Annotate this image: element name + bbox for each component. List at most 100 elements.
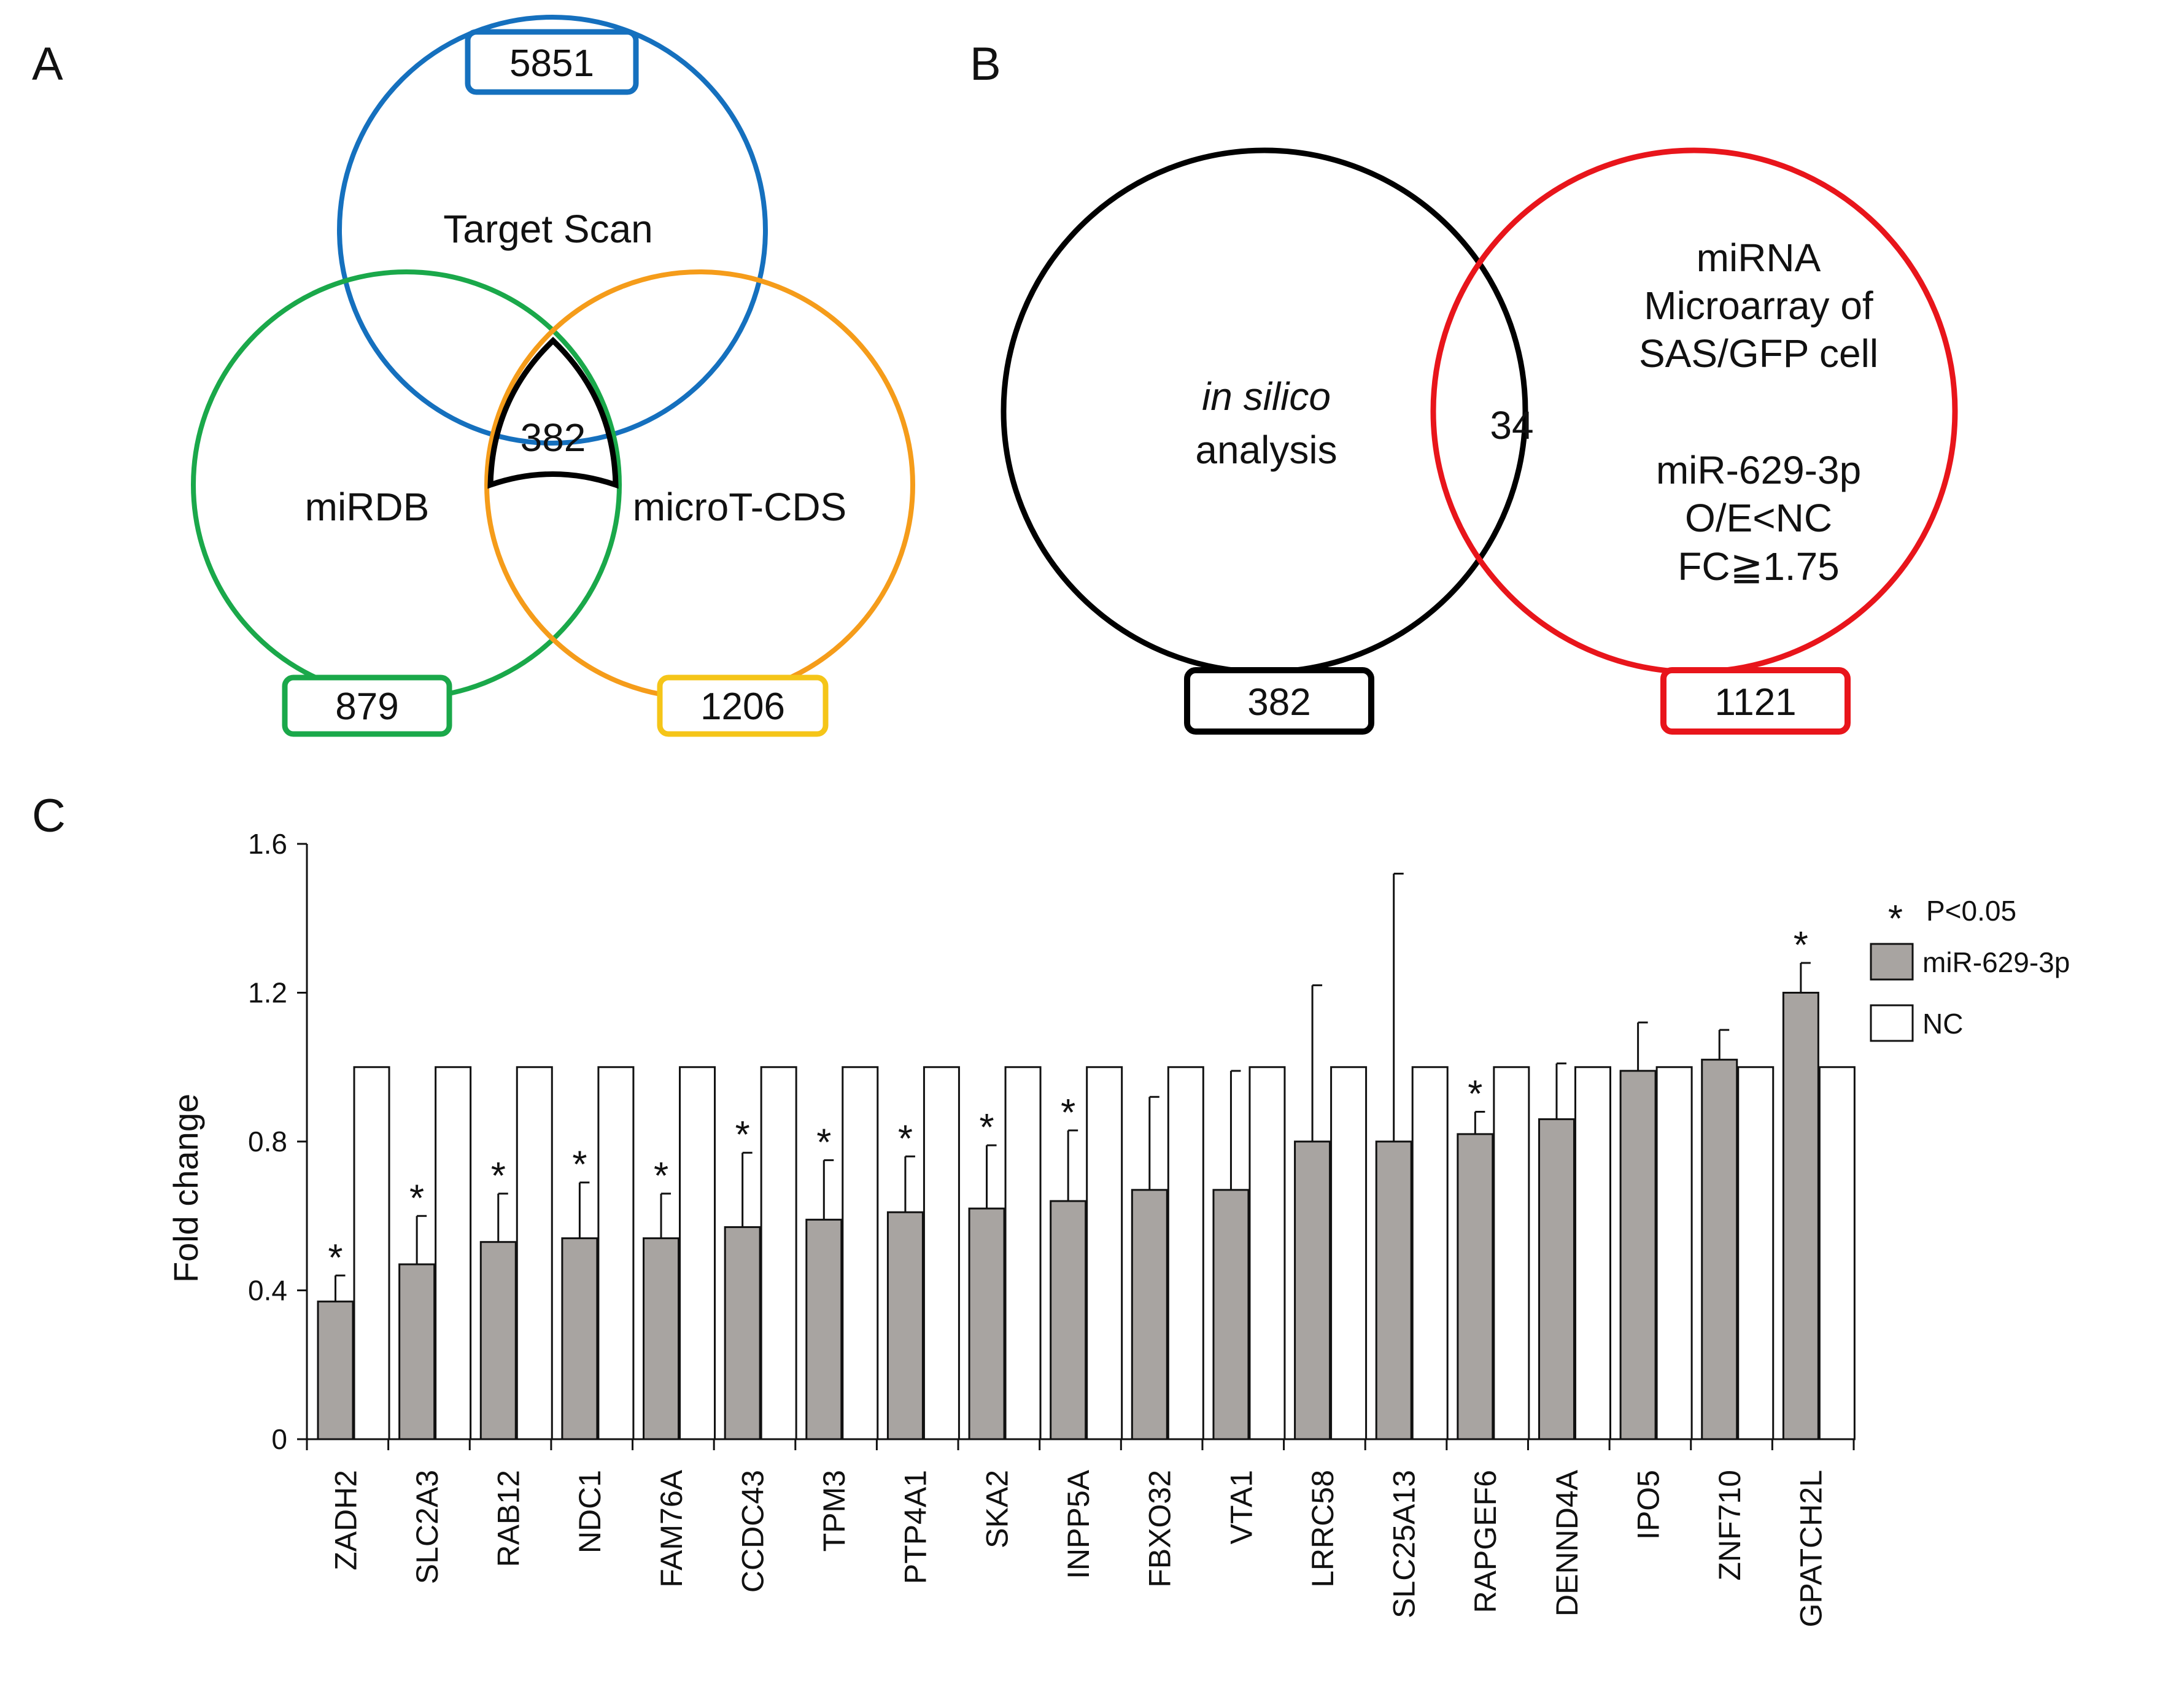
category-label-ZADH2: ZADH2 — [328, 1470, 363, 1571]
category-label-IPO5: IPO5 — [1631, 1470, 1665, 1540]
bar-nc-SLC2A3 — [435, 1066, 472, 1440]
targetscan-count-box — [465, 29, 639, 95]
bar-mir-NDC1 — [561, 1237, 598, 1440]
panel-a: A Target Scan miRDB microT-CDS 382 5851 … — [32, 15, 915, 737]
insilico-label-italic: in silico — [1202, 374, 1331, 419]
significance-star-SKA2: * — [979, 1107, 994, 1149]
legend-significance-label: P<0.05 — [1926, 895, 2016, 927]
category-label-TPM3: TPM3 — [817, 1470, 851, 1551]
bar-mir-ZNF710 — [1701, 1059, 1738, 1440]
bar-mir-FAM76A — [643, 1237, 680, 1440]
bar-mir-CCDC43 — [724, 1226, 761, 1440]
legend-swatch-mir — [1870, 943, 1914, 981]
legend-label-nc: NC — [1922, 1008, 1963, 1040]
microarray-line-1: miRNA — [1697, 236, 1821, 280]
bar-mir-INPP5A — [1050, 1200, 1087, 1440]
targetscan-count: 5851 — [509, 42, 594, 85]
bar-mir-LRRC58 — [1294, 1140, 1331, 1440]
significance-star-INPP5A: * — [1061, 1092, 1075, 1134]
bar-mir-VTA1 — [1212, 1189, 1250, 1440]
mirdb-label: miRDB — [305, 485, 430, 529]
significance-star-RAPGEF6: * — [1468, 1073, 1482, 1116]
targetscan-circle — [337, 15, 768, 446]
bar-mir-RAPGEF6 — [1457, 1133, 1494, 1440]
bar-nc-TPM3 — [842, 1066, 879, 1440]
significance-star-FAM76A: * — [654, 1155, 668, 1197]
bar-mir-SLC2A3 — [398, 1263, 436, 1440]
bar-nc-INPP5A — [1086, 1066, 1123, 1440]
category-label-GPATCH2L: GPATCH2L — [1794, 1470, 1829, 1628]
category-label-DENND4A: DENND4A — [1550, 1469, 1584, 1617]
category-label-ZNF710: ZNF710 — [1713, 1470, 1747, 1581]
category-label-INPP5A: INPP5A — [1061, 1469, 1096, 1579]
legend-star: * — [1888, 898, 1903, 940]
category-label-FBXO32: FBXO32 — [1143, 1470, 1177, 1588]
category-label-LRRC58: LRRC58 — [1306, 1470, 1340, 1588]
significance-star-CCDC43: * — [735, 1114, 750, 1156]
category-label-SKA2: SKA2 — [980, 1470, 1014, 1548]
microarray-line-5: miR-629-3p — [1656, 448, 1861, 492]
bar-nc-RAB12 — [516, 1066, 553, 1440]
category-label-CCDC43: CCDC43 — [735, 1470, 770, 1593]
panel-a-letter: A — [32, 38, 63, 90]
bar-nc-PTP4A1 — [923, 1066, 960, 1440]
bar-mir-IPO5 — [1619, 1070, 1657, 1440]
category-label-SLC2A3: SLC2A3 — [410, 1470, 444, 1584]
bar-mir-ZADH2 — [317, 1300, 354, 1440]
bar-mir-SLC25A13 — [1375, 1140, 1412, 1440]
bar-nc-VTA1 — [1248, 1066, 1286, 1440]
bar-nc-SKA2 — [1004, 1066, 1042, 1440]
bar-mir-GPATCH2L — [1782, 992, 1819, 1440]
category-label-NDC1: NDC1 — [573, 1470, 607, 1553]
bar-mir-PTP4A1 — [886, 1211, 924, 1440]
panel-b-letter: B — [970, 38, 1001, 90]
significance-star-TPM3: * — [816, 1121, 831, 1164]
insilico-count-box — [1184, 667, 1374, 735]
microt-count-box — [657, 674, 829, 737]
microarray-line-2: Microarray of — [1644, 284, 1873, 328]
intersection-count: 382 — [521, 415, 586, 460]
microarray-line-6: O/E<NC — [1685, 496, 1832, 540]
y-axis-title: Fold change — [166, 1094, 205, 1283]
significance-star-PTP4A1: * — [898, 1118, 913, 1160]
intersection-outline — [487, 336, 619, 489]
targetscan-label: Target Scan — [443, 207, 653, 251]
panel-b-intersection-count: 34 — [1490, 403, 1533, 447]
insilico-label-line2: analysis — [1195, 428, 1337, 472]
y-tick-label-0: 0 — [271, 1423, 287, 1455]
bar-nc-DENND4A — [1574, 1066, 1611, 1440]
category-label-SLC25A13: SLC25A13 — [1387, 1470, 1422, 1618]
mirdb-count-box — [282, 674, 452, 737]
significance-star-RAB12: * — [491, 1155, 506, 1197]
microarray-count: 1121 — [1714, 681, 1796, 724]
category-label-VTA1: VTA1 — [1224, 1470, 1258, 1544]
y-tick-label-4: 1.6 — [248, 828, 287, 860]
bar-chart: 0 0.4 0.8 1.2 1.6 * ZADH2 * SLC2A3 * RAB12 * NDC1 * FA… — [248, 828, 1856, 1628]
bar-nc-LRRC58 — [1330, 1066, 1368, 1440]
mirdb-count: 879 — [335, 686, 398, 728]
legend-label-mir: miR-629-3p — [1922, 946, 2070, 978]
bar-nc-FBXO32 — [1167, 1066, 1204, 1440]
bar-mir-TPM3 — [805, 1218, 843, 1440]
category-label-RAB12: RAB12 — [492, 1470, 526, 1567]
significance-star-GPATCH2L: * — [1794, 924, 1808, 967]
bar-nc-NDC1 — [597, 1066, 635, 1440]
microt-label: microT-CDS — [633, 485, 846, 529]
microarray-count-box — [1660, 667, 1851, 735]
chart-legend: * P<0.05 miR-629-3p NC — [1870, 895, 2070, 1042]
bar-nc-ZADH2 — [353, 1066, 390, 1440]
significance-star-ZADH2: * — [328, 1237, 343, 1279]
microarray-line-7: FC≧1.75 — [1678, 544, 1840, 589]
y-tick-label-1: 0.4 — [248, 1275, 287, 1307]
panel-b: B in silico analysis 34 miRNA Microarray… — [970, 38, 1958, 735]
bar-nc-SLC25A13 — [1411, 1066, 1449, 1440]
bar-nc-GPATCH2L — [1818, 1066, 1856, 1440]
bar-mir-DENND4A — [1538, 1118, 1575, 1440]
panel-c: C Fold change 0 0.4 0.8 1.2 1.6 * ZADH2 * SLC2A3… — [32, 790, 2070, 1628]
bar-mir-RAB12 — [479, 1241, 517, 1440]
significance-star-NDC1: * — [572, 1144, 587, 1186]
bar-nc-CCDC43 — [760, 1066, 797, 1440]
bar-mir-FBXO32 — [1131, 1189, 1168, 1440]
bar-nc-ZNF710 — [1737, 1066, 1775, 1440]
